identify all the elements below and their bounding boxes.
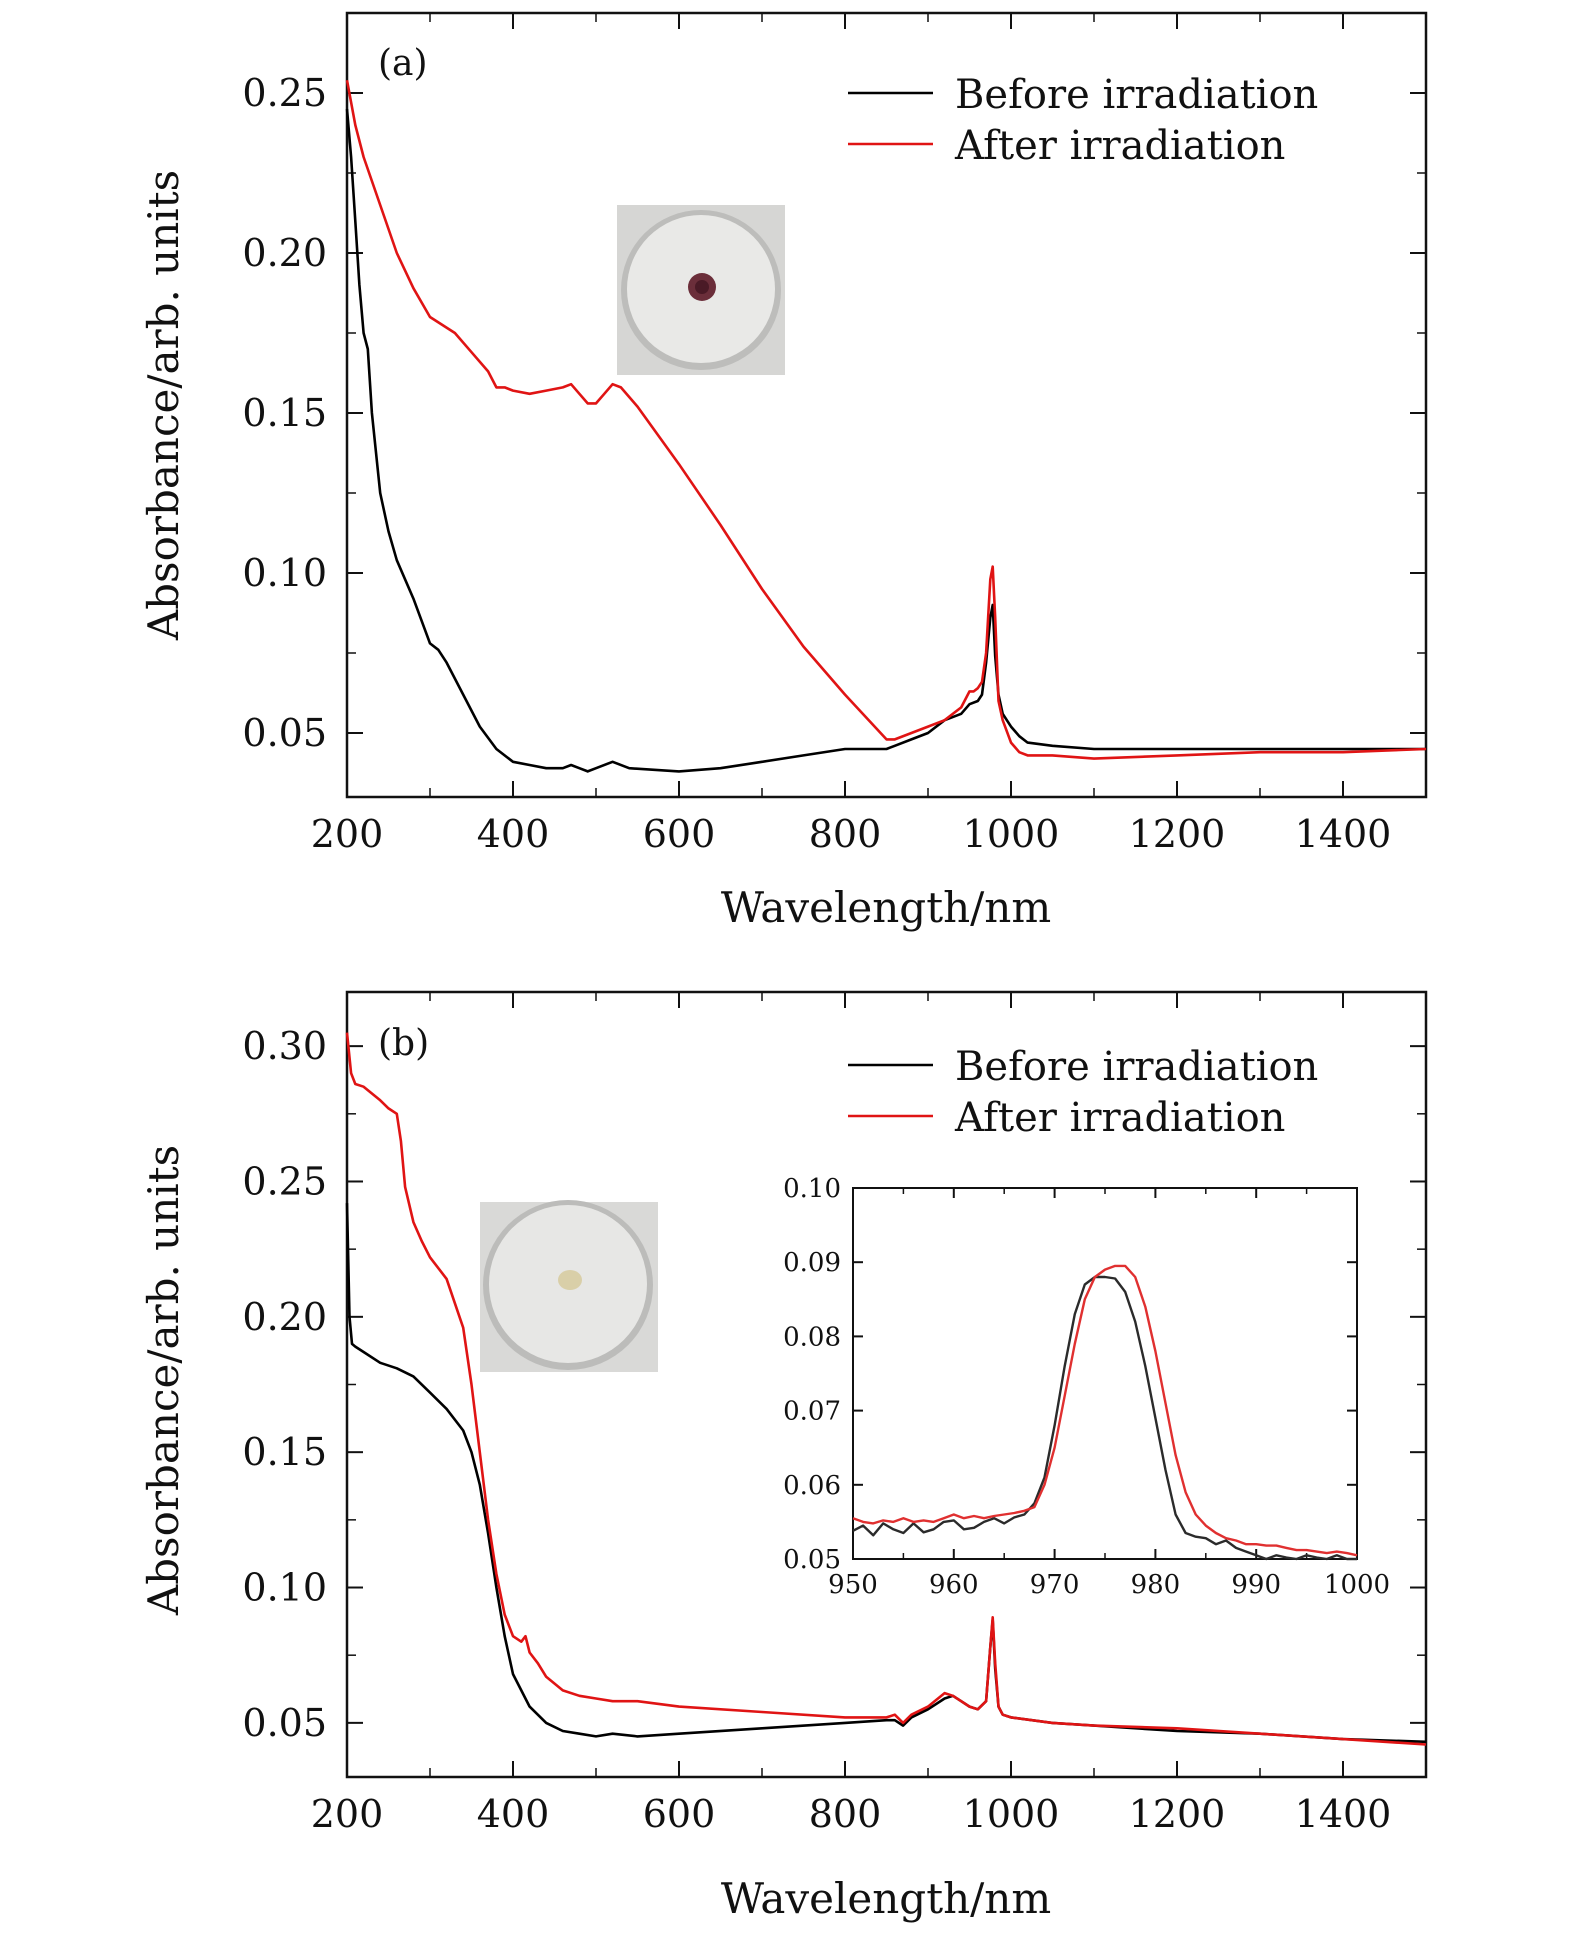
x-tick-label: 1000 (1324, 1570, 1390, 1600)
y-axis-label-b: Absorbance/arb. units (139, 1145, 188, 1616)
inset-y-tick-labels: 0.05 0.06 0.07 0.08 0.09 0.10 (783, 1174, 841, 1575)
x-tick-label: 970 (1030, 1570, 1080, 1600)
y-tick-label: 0.10 (783, 1174, 841, 1204)
y-tick-label: 0.15 (242, 391, 327, 435)
legend-label-after-a: After irradiation (954, 123, 1285, 169)
plot-frame-a (345, 11, 1428, 799)
inset-frame (852, 1187, 1358, 1560)
series-line-before-irradiation (852, 1275, 1357, 1561)
x-tick-label: 1400 (1295, 812, 1392, 856)
y-tick-label: 0.08 (783, 1322, 841, 1352)
legend-b: Before irradiation After irradiation (848, 1044, 1318, 1141)
legend-a: Before irradiation After irradiation (848, 72, 1318, 169)
y-tick-label: 0.30 (242, 1024, 327, 1068)
y-tick-label: 0.05 (242, 711, 327, 755)
y-tick-label: 0.07 (783, 1397, 841, 1427)
y-tick-label: 0.09 (783, 1248, 841, 1278)
x-tick-label: 1200 (1129, 1792, 1226, 1836)
x-tick-label: 200 (311, 1792, 384, 1836)
inset-x-tick-labels: 950 960 970 980 990 1000 (828, 1570, 1390, 1600)
y-tick-labels-b: 0.05 0.10 0.15 0.20 0.25 0.30 (242, 1024, 327, 1745)
series-group-a (345, 79, 1427, 773)
series-line-after-irradiation (345, 79, 1427, 760)
x-tick-label: 400 (477, 1792, 550, 1836)
x-tick-label: 800 (809, 812, 882, 856)
x-tick-labels-b: 200 400 600 800 1000 1200 1400 (311, 1792, 1392, 1836)
x-tick-label: 980 (1131, 1570, 1181, 1600)
x-tick-label: 960 (929, 1570, 979, 1600)
y-axis-label-a: Absorbance/arb. units (139, 170, 188, 641)
x-tick-label: 950 (828, 1570, 878, 1600)
x-tick-label: 990 (1231, 1570, 1281, 1600)
x-tick-label: 600 (643, 1792, 716, 1836)
series-line-after-irradiation (852, 1264, 1358, 1557)
y-tick-label: 0.20 (242, 1295, 327, 1339)
y-tick-label: 0.05 (242, 1701, 327, 1745)
x-tick-label: 200 (311, 812, 384, 856)
y-tick-label: 0.05 (783, 1545, 841, 1575)
y-tick-label: 0.25 (242, 71, 327, 115)
sample-photo-a (617, 205, 785, 375)
inset-series-group (852, 1264, 1358, 1561)
y-tick-label: 0.10 (242, 551, 327, 595)
series-group-b (345, 1032, 1427, 1746)
x-axis-label-a: Wavelength/nm (721, 883, 1051, 932)
y-tick-label: 0.15 (242, 1430, 327, 1474)
y-tick-label: 0.20 (242, 231, 327, 275)
sample-photo-b (480, 1200, 658, 1372)
panel-label-b: (b) (378, 1023, 429, 1064)
y-tick-label: 0.25 (242, 1159, 327, 1203)
series-line-after-irradiation (345, 1032, 1427, 1746)
y-tick-label: 0.06 (783, 1471, 841, 1501)
y-tick-label: 0.10 (242, 1566, 327, 1610)
panel-label-a: (a) (378, 43, 428, 84)
panel-a: 200 400 600 800 1000 1200 1400 0.05 0.10 0.15 0.2… (139, 11, 1428, 932)
legend-label-before-b: Before irradiation (955, 1044, 1318, 1090)
legend-label-before-a: Before irradiation (955, 72, 1318, 118)
x-tick-label: 400 (477, 812, 550, 856)
legend-label-after-b: After irradiation (954, 1095, 1285, 1141)
series-line-before-irradiation (345, 108, 1426, 773)
y-tick-labels-a: 0.05 0.10 0.15 0.20 0.25 (242, 71, 327, 755)
inset-chart: 950 960 970 980 990 1000 0.05 0.06 0.07 0.08 0.09… (783, 1174, 1390, 1600)
x-tick-label: 1000 (963, 812, 1060, 856)
x-tick-label: 800 (809, 1792, 882, 1836)
x-tick-labels-a: 200 400 600 800 1000 1200 1400 (311, 812, 1392, 856)
panel-b: 200 400 600 800 1000 1200 1400 0.05 0.10 0.15 0.2… (139, 990, 1428, 1923)
x-axis-label-b: Wavelength/nm (721, 1874, 1051, 1923)
axis-ticks-a (346, 12, 1426, 797)
x-tick-label: 600 (643, 812, 716, 856)
x-tick-label: 1400 (1295, 1792, 1392, 1836)
x-tick-label: 1000 (963, 1792, 1060, 1836)
x-tick-label: 1200 (1129, 812, 1226, 856)
